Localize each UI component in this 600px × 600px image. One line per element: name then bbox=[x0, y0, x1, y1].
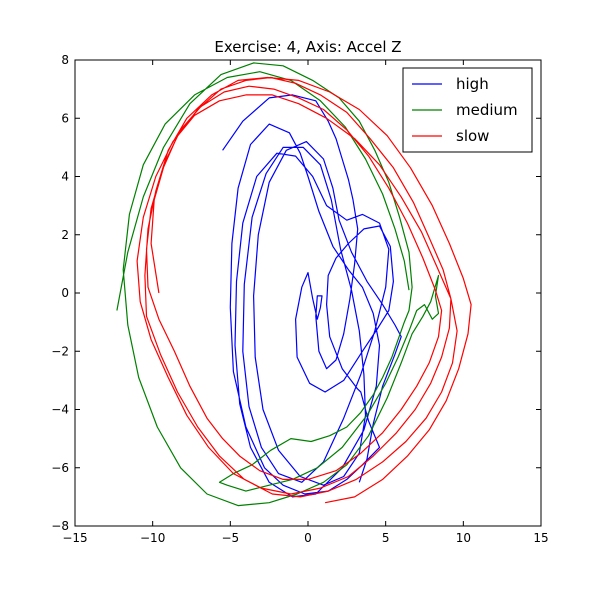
x-tick-label: 5 bbox=[382, 531, 390, 545]
series-layer bbox=[116, 62, 472, 507]
x-tick-label: 0 bbox=[304, 531, 312, 545]
y-tick-label: −6 bbox=[51, 461, 69, 475]
x-tick-label: −15 bbox=[62, 531, 87, 545]
y-tick-label: −8 bbox=[51, 519, 69, 533]
series-line-high bbox=[222, 94, 402, 498]
legend-label-high: high bbox=[456, 75, 489, 93]
chart-title: Exercise: 4, Axis: Accel Z bbox=[214, 38, 401, 56]
y-axis: −8 −6 −4 −2 0 2 4 6 8 bbox=[51, 53, 541, 533]
y-tick-label: 2 bbox=[61, 228, 69, 242]
y-tick-label: 6 bbox=[61, 111, 69, 125]
y-tick-label: −2 bbox=[51, 344, 69, 358]
x-tick-label: −5 bbox=[221, 531, 239, 545]
legend-label-slow: slow bbox=[456, 127, 489, 145]
y-tick-label: 4 bbox=[61, 170, 69, 184]
legend: high medium slow bbox=[402, 67, 533, 153]
x-axis: −15 −10 −5 0 5 10 15 bbox=[62, 60, 549, 545]
y-tick-label: 0 bbox=[61, 286, 69, 300]
series-line-medium bbox=[116, 62, 440, 507]
y-tick-label: −4 bbox=[51, 403, 69, 417]
y-tick-label: 8 bbox=[61, 53, 69, 67]
x-tick-label: −10 bbox=[140, 531, 165, 545]
x-tick-label: 10 bbox=[456, 531, 471, 545]
legend-label-medium: medium bbox=[456, 101, 518, 119]
x-tick-label: 15 bbox=[533, 531, 548, 545]
series-line-slow bbox=[136, 76, 472, 504]
